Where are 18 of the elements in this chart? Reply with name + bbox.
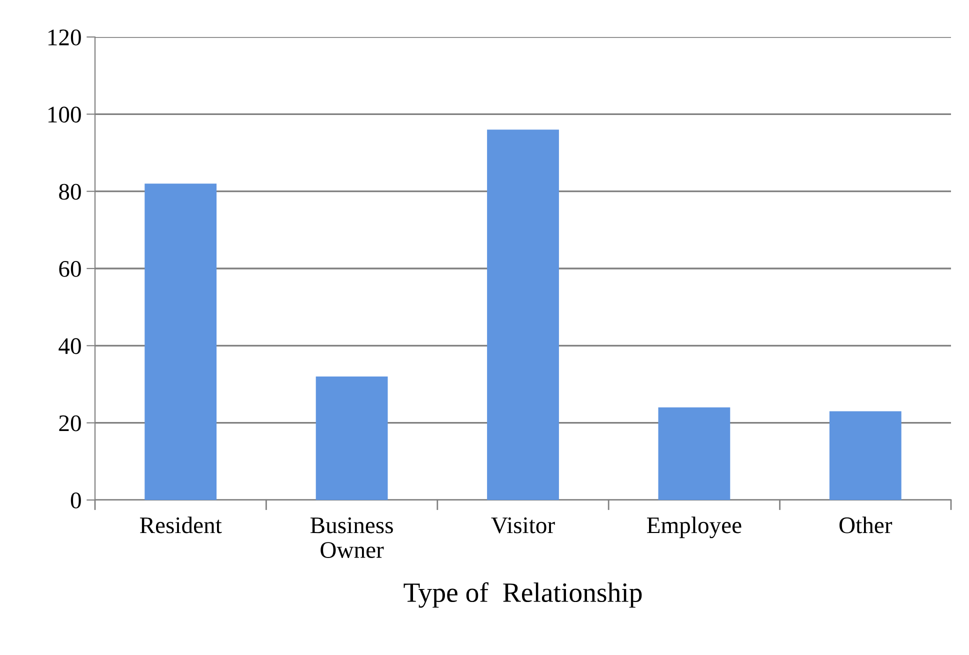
- x-tick-label: Resident: [140, 516, 222, 534]
- x-tick-label: Other: [839, 516, 892, 534]
- x-axis-title: Type of Relationship: [404, 582, 642, 608]
- y-tick-label: 100: [48, 106, 81, 123]
- bar: [829, 411, 902, 500]
- y-tick-label: 80: [59, 184, 81, 200]
- y-tick-label: 20: [59, 415, 81, 432]
- x-tick-label: Visitor: [491, 517, 555, 534]
- bar: [144, 184, 217, 500]
- bar: [658, 407, 730, 500]
- bar: [487, 130, 559, 500]
- y-tick-label: 0: [70, 492, 81, 508]
- y-tick-label: 40: [58, 338, 81, 354]
- x-tick-label: Employee: [647, 516, 742, 538]
- y-tick-label: 60: [59, 260, 81, 277]
- y-tick-label: 120: [48, 29, 81, 46]
- x-tick-label: Business Owner: [310, 517, 393, 558]
- bar: [316, 376, 388, 500]
